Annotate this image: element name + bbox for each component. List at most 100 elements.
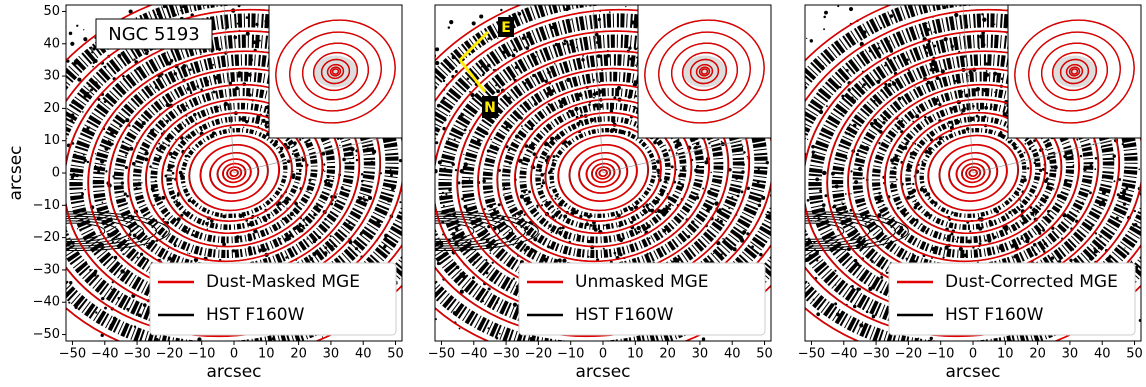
- image-noise: [285, 197, 287, 199]
- image-noise: [174, 244, 177, 247]
- image-noise: [758, 168, 760, 170]
- image-noise: [235, 250, 238, 253]
- image-noise: [1039, 169, 1042, 172]
- image-noise: [1035, 214, 1037, 216]
- image-noise: [950, 107, 953, 110]
- image-noise: [155, 86, 158, 89]
- image-noise: [966, 127, 970, 131]
- image-noise: [900, 36, 902, 38]
- image-noise: [891, 183, 894, 186]
- image-noise: [548, 203, 549, 204]
- image-noise: [104, 66, 107, 69]
- image-noise: [84, 94, 88, 98]
- image-noise: [496, 301, 498, 303]
- image-noise: [550, 124, 552, 126]
- x-tick-label: −20: [525, 347, 552, 362]
- image-noise: [565, 7, 569, 11]
- image-noise: [472, 21, 476, 25]
- image-noise: [796, 271, 799, 274]
- image-noise: [696, 142, 700, 146]
- image-noise: [742, 146, 743, 147]
- image-noise: [979, 242, 982, 245]
- image-noise: [1027, 362, 1029, 364]
- image-noise: [797, 142, 799, 144]
- image-noise: [757, 180, 760, 183]
- image-noise: [1023, 178, 1027, 182]
- image-noise: [95, 165, 96, 166]
- image-noise: [862, 245, 864, 247]
- image-noise: [75, 174, 78, 177]
- y-tick-label: −50: [33, 327, 60, 342]
- image-noise: [46, 149, 47, 150]
- image-noise: [172, 165, 175, 168]
- image-noise: [490, 119, 491, 120]
- image-noise: [1101, 147, 1102, 148]
- x-tick-label: 40: [724, 347, 741, 362]
- image-noise: [530, 127, 533, 130]
- image-noise: [808, 282, 810, 284]
- image-noise: [162, 210, 164, 212]
- image-noise: [246, 32, 250, 36]
- image-noise: [117, 54, 121, 58]
- image-noise: [819, 110, 823, 114]
- image-noise: [809, 254, 813, 258]
- image-noise: [430, 147, 432, 149]
- image-noise: [604, 224, 606, 226]
- image-noise: [599, 81, 601, 83]
- inset-image: [314, 56, 358, 88]
- image-noise: [637, 231, 640, 234]
- image-noise: [409, 101, 412, 104]
- image-noise: [720, 253, 722, 255]
- image-noise: [903, 126, 905, 128]
- image-noise: [972, 105, 975, 108]
- image-noise: [905, 116, 907, 118]
- x-tick-label: 0: [969, 347, 977, 362]
- image-noise: [1074, 0, 1077, 1]
- image-noise: [356, 159, 358, 161]
- image-noise: [361, 173, 364, 176]
- image-noise: [775, 171, 778, 174]
- image-noise: [541, 185, 543, 187]
- image-noise: [1072, 248, 1074, 250]
- image-noise: [722, 163, 723, 164]
- image-noise: [781, 158, 785, 162]
- image-noise: [592, 79, 594, 81]
- image-noise: [1076, 139, 1078, 141]
- image-noise: [490, 139, 491, 140]
- image-noise: [499, 333, 501, 335]
- image-noise: [1024, 152, 1026, 154]
- image-noise: [822, 171, 826, 175]
- image-noise: [539, 169, 542, 172]
- image-noise: [865, 224, 867, 226]
- image-noise: [224, 102, 228, 106]
- image-noise: [1094, 168, 1096, 170]
- image-noise: [353, 157, 354, 158]
- image-noise: [1033, 139, 1036, 142]
- image-noise: [110, 324, 113, 327]
- image-noise: [513, 258, 515, 260]
- image-noise: [719, 220, 722, 223]
- image-noise: [1047, 182, 1050, 185]
- image-noise: [426, 217, 428, 219]
- image-noise: [490, 252, 492, 254]
- x-tick-label: 10: [627, 347, 644, 362]
- image-noise: [984, 115, 987, 118]
- image-noise: [884, 83, 887, 86]
- image-noise: [348, 222, 350, 224]
- image-noise: [268, 214, 271, 217]
- image-noise: [927, 81, 931, 85]
- image-noise: [899, 0, 902, 2]
- image-noise: [527, 232, 531, 236]
- image-noise: [1013, 146, 1017, 150]
- image-noise: [189, 253, 190, 254]
- image-noise: [76, 168, 79, 171]
- image-noise: [252, 40, 256, 44]
- image-noise: [563, 42, 566, 45]
- image-noise: [153, 204, 155, 206]
- image-noise: [61, 264, 64, 267]
- image-noise: [630, 207, 634, 211]
- image-noise: [1053, 188, 1055, 190]
- image-noise: [526, 34, 530, 38]
- image-noise: [886, 235, 887, 236]
- image-noise: [924, 188, 927, 191]
